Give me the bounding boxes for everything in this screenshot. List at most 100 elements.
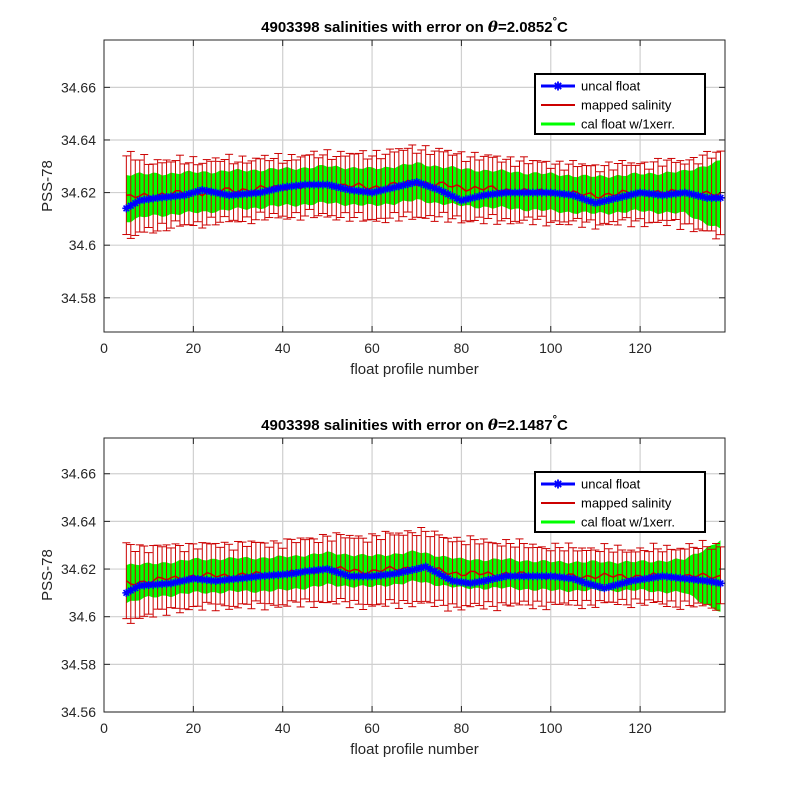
uncal-float-marker [493,574,502,583]
axes-box [103,437,726,713]
uncal-float-marker [144,581,153,590]
uncal-float-marker [149,580,158,589]
y-tick-label: 34.6 [69,609,96,625]
uncal-float-marker [631,576,640,585]
uncal-float-marker [309,566,318,575]
x-tick-label: 80 [454,340,470,356]
uncal-float-marker [716,193,725,202]
x-axis-label: float profile number [350,741,478,758]
uncal-float-marker [323,565,332,574]
uncal-float-marker [475,577,484,586]
uncal-float-marker [430,184,439,193]
x-tick-label: 20 [186,720,202,736]
uncal-float-marker [408,179,417,188]
uncal-float-marker [376,571,385,580]
uncal-float-marker [564,574,573,583]
uncal-float-marker [551,189,560,198]
uncal-float-marker [238,574,247,583]
uncal-float-marker [390,569,399,578]
uncal-float-marker [484,190,493,199]
uncal-float-marker [653,190,662,199]
uncal-float-marker [318,565,327,574]
uncal-float-marker [591,199,600,208]
uncal-float-marker [636,188,645,197]
uncal-float-marker [301,180,310,189]
uncal-float-marker [698,192,707,201]
uncal-float-marker [412,178,421,187]
uncal-float-marker [381,185,390,194]
uncal-float-marker [153,580,162,589]
uncal-float-marker [126,586,135,595]
uncal-float-marker [622,191,631,200]
uncal-float-marker [555,573,564,582]
uncal-float-marker [318,180,327,189]
chart-title: 4903398 salinities with error on θ=2.148… [261,414,568,434]
uncal-float-marker [582,195,591,204]
uncal-float-marker [242,573,251,582]
uncal-float-marker [202,186,211,195]
uncal-float-marker [497,189,506,198]
uncal-float-marker [180,576,189,585]
uncal-float-marker [390,183,399,192]
uncal-float-marker [381,570,390,579]
uncal-float-marker [618,192,627,201]
uncal-float-marker [426,182,435,191]
legend-label: mapped salinity [581,496,672,511]
uncal-float-marker [193,575,202,584]
uncal-float-marker [225,575,234,584]
uncal-float-marker [122,588,131,597]
uncal-float-marker [528,572,537,581]
uncal-float-marker [399,181,408,190]
cal-float-band [126,540,721,612]
uncal-float-marker [645,574,654,583]
uncal-float-marker [586,197,595,206]
x-tick-label: 20 [186,340,202,356]
uncal-float-marker [484,576,493,585]
uncal-float-marker [247,189,256,198]
uncal-float-marker [122,204,131,213]
uncal-float-marker [618,579,627,588]
uncal-float-marker [645,189,654,198]
uncal-float-marker [198,185,207,194]
uncal-float-marker [689,190,698,199]
uncal-float-marker [613,580,622,589]
uncal-float-marker [332,567,341,576]
uncal-float-marker [448,192,457,201]
uncal-float-marker [354,572,363,581]
uncal-float-marker [600,584,609,593]
chart-title: 4903398 salinities with error on θ=2.085… [261,16,568,36]
uncal-float-marker [622,578,631,587]
uncal-float-marker [278,183,287,192]
uncal-float-marker [256,188,265,197]
uncal-float-marker [278,570,287,579]
uncal-float-marker [265,571,274,580]
uncal-float-marker [167,579,176,588]
uncal-float-marker [627,576,636,585]
uncal-float-marker [676,189,685,198]
uncal-float-marker [202,576,211,585]
uncal-float-marker [171,192,180,201]
x-tick-label: 80 [454,720,470,736]
uncal-float-marker [658,191,667,200]
uncal-float-marker [158,580,167,589]
uncal-float-marker [640,189,649,198]
uncal-float-marker [533,572,542,581]
uncal-float-marker [609,581,618,590]
uncal-float-marker [350,186,359,195]
uncal-float-marker [560,573,569,582]
uncal-float-marker [430,567,439,576]
x-tick-label: 120 [628,340,652,356]
uncal-float-marker [479,576,488,585]
uncal-float-marker [220,190,229,199]
uncal-float-marker [685,575,694,584]
uncal-float-marker [216,189,225,198]
uncal-float-marker [189,574,198,583]
uncal-float-marker [341,570,350,579]
uncal-float-marker [524,572,533,581]
uncal-float-marker [354,186,363,195]
uncal-float-marker [676,574,685,583]
uncal-float-marker [376,186,385,195]
uncal-float-marker [461,195,470,204]
uncal-float-marker [251,572,260,581]
uncal-float-marker [158,193,167,202]
